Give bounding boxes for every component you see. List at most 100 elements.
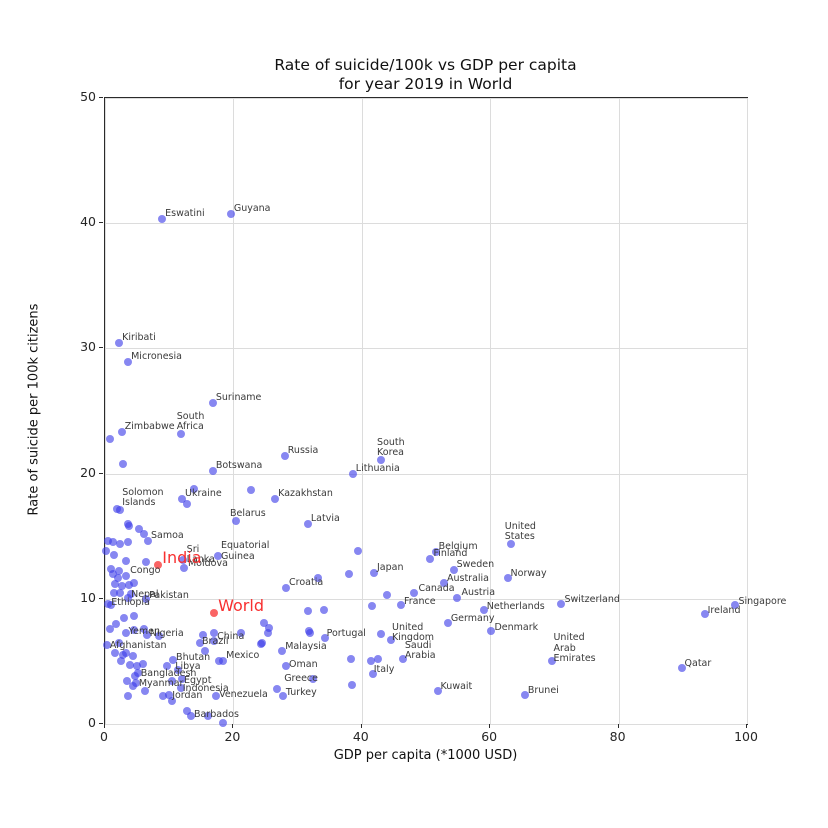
- scatter-point: [126, 589, 135, 598]
- country-label: Sri Lanka: [186, 543, 215, 566]
- country-label: United States: [504, 520, 536, 543]
- scatter-point: [140, 529, 149, 538]
- scatter-point: [167, 697, 176, 706]
- country-label: Turkey: [285, 687, 317, 699]
- y-tick-mark: [99, 97, 103, 98]
- country-label: South Korea: [377, 436, 405, 459]
- scatter-point: [282, 662, 291, 671]
- scatter-point: [111, 619, 120, 628]
- scatter-point: [115, 588, 124, 597]
- scatter-point: [237, 628, 246, 637]
- country-label: Congo: [130, 565, 161, 577]
- country-label: Lithuania: [355, 462, 400, 474]
- scatter-point: [124, 538, 133, 547]
- country-label: Solomon Islands: [122, 486, 164, 509]
- scatter-point: [174, 666, 183, 675]
- scatter-point: [386, 636, 395, 645]
- scatter-point: [348, 681, 357, 690]
- scatter-point: [731, 601, 740, 610]
- x-tick-label: 0: [100, 729, 108, 744]
- country-label: World: [218, 595, 264, 615]
- country-label: Malaysia: [285, 641, 327, 653]
- scatter-point: [282, 583, 291, 592]
- scatter-point: [154, 632, 163, 641]
- scatter-point: [398, 654, 407, 663]
- x-tick-label: 100: [734, 729, 758, 744]
- scatter-point: [353, 547, 362, 556]
- gridline-horizontal: [105, 348, 747, 350]
- country-label: Greece: [284, 672, 319, 684]
- scatter-point: [124, 358, 133, 367]
- scatter-point: [115, 567, 124, 576]
- scatter-point: [557, 599, 566, 608]
- scatter-point: [135, 524, 144, 533]
- scatter-point: [179, 563, 188, 572]
- scatter-point: [121, 628, 130, 637]
- country-label: Kiribati: [122, 332, 156, 344]
- country-label: Samoa: [151, 530, 184, 542]
- country-label: Belarus: [229, 508, 266, 520]
- country-label: Germany: [450, 612, 495, 624]
- country-label: Croatia: [289, 576, 324, 588]
- scatter-point: [138, 659, 147, 668]
- scatter-point: [102, 547, 111, 556]
- y-tick-label: 30: [80, 339, 96, 355]
- country-label: Russia: [287, 445, 319, 457]
- scatter-point: [396, 601, 405, 610]
- x-tick-mark: [746, 724, 747, 728]
- scatter-point: [176, 429, 185, 438]
- scatter-point-highlight: [154, 560, 163, 569]
- gridline-vertical: [361, 98, 363, 724]
- scatter-point: [319, 606, 328, 615]
- scatter-point: [118, 459, 127, 468]
- scatter-point: [520, 691, 529, 700]
- scatter-point: [124, 581, 133, 590]
- scatter-point: [140, 687, 149, 696]
- scatter-point: [231, 517, 240, 526]
- scatter-point: [271, 494, 280, 503]
- x-tick-mark: [232, 724, 234, 728]
- scatter-point: [106, 434, 115, 443]
- country-label: Indonesia: [182, 682, 229, 694]
- country-label: Pakistan: [149, 589, 189, 601]
- scatter-point: [210, 637, 219, 646]
- country-label: Eswatini: [165, 208, 205, 220]
- scatter-point: [158, 215, 167, 224]
- scatter-point: [366, 657, 375, 666]
- y-tick-label: 20: [80, 464, 96, 480]
- country-label: Japan: [376, 561, 404, 573]
- scatter-point: [199, 631, 208, 640]
- scatter-point: [163, 662, 172, 671]
- scatter-point: [109, 588, 118, 597]
- scatter-point: [117, 657, 126, 666]
- gridline-vertical: [105, 98, 106, 724]
- scatter-point: [303, 607, 312, 616]
- scatter-point: [212, 692, 221, 701]
- country-label: Brunei: [527, 685, 559, 697]
- scatter-point: [210, 628, 219, 637]
- scatter-point: [226, 210, 235, 219]
- country-label: Ireland: [707, 604, 741, 616]
- scatter-point: [190, 484, 199, 493]
- scatter-point: [278, 647, 287, 656]
- plot-area: Eswatini Guyana Kiribati Micronesia Suriname…: [102, 97, 786, 727]
- country-label: Canada: [418, 582, 455, 594]
- country-label: Kuwait: [440, 681, 473, 693]
- scatter-point: [104, 537, 113, 546]
- scatter-point: [410, 588, 419, 597]
- x-tick-mark: [617, 724, 619, 728]
- scatter-point: [124, 593, 133, 602]
- y-tick-mark: [99, 222, 103, 224]
- country-label: Egypt: [184, 674, 212, 686]
- y-tick-label: 0: [88, 715, 96, 730]
- scatter-point: [246, 485, 255, 494]
- country-label: China: [217, 631, 245, 643]
- scatter-point: [257, 638, 266, 647]
- scatter-point: [106, 624, 115, 633]
- y-tick-mark: [99, 597, 103, 599]
- scatter-point: [108, 538, 117, 547]
- y-axis-title: Rate of suicide per 100k citizens: [26, 303, 42, 516]
- scatter-point: [183, 707, 192, 716]
- scatter-point: [133, 668, 142, 677]
- country-label: Bangladesh: [140, 667, 197, 679]
